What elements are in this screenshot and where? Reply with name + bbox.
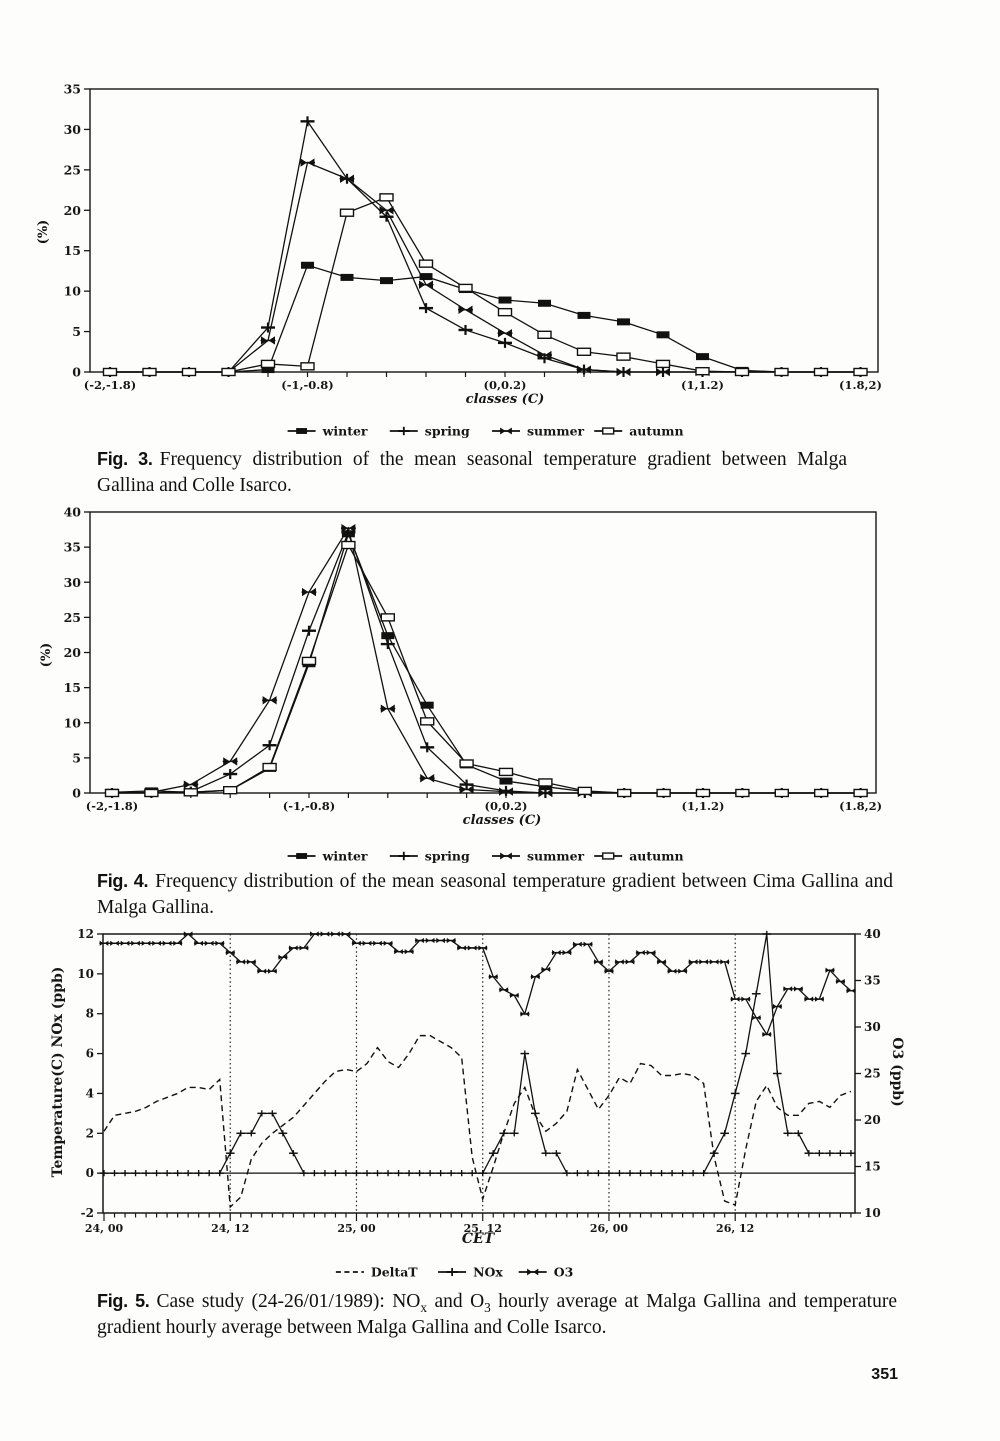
svg-text:25, 00: 25, 00 — [337, 1222, 376, 1235]
figure-5-legend: DeltaT NOx O3 — [335, 1264, 574, 1279]
svg-text:autumn: autumn — [629, 848, 683, 863]
figure-4-caption-label: Fig. 4. — [97, 871, 149, 891]
figure-3-caption: Fig. 3. Frequency distribution of the mea… — [97, 447, 847, 499]
svg-text:spring: spring — [425, 423, 470, 438]
svg-text:25: 25 — [864, 1067, 881, 1081]
svg-text:25: 25 — [64, 162, 81, 177]
svg-text:4: 4 — [86, 1086, 94, 1100]
figure-4-caption-text: Frequency distribution of the mean seaso… — [97, 871, 894, 918]
figure-4-caption: Fig. 4. Frequency distribution of the mea… — [97, 869, 893, 921]
svg-text:winter: winter — [322, 423, 368, 438]
svg-text:35: 35 — [864, 974, 881, 988]
figure-3-caption-label: Fig. 3. — [97, 449, 153, 469]
page-number: 351 — [871, 1366, 898, 1383]
svg-text:(%): (%) — [39, 643, 54, 668]
svg-text:24, 00: 24, 00 — [85, 1222, 124, 1235]
svg-text:spring: spring — [425, 848, 470, 863]
svg-text:10: 10 — [77, 967, 94, 981]
svg-text:(-1,-0.8): (-1,-0.8) — [283, 799, 335, 813]
svg-text:5: 5 — [72, 750, 81, 765]
svg-text:classes (C): classes (C) — [466, 392, 545, 407]
svg-text:40: 40 — [64, 505, 82, 520]
svg-text:O3 (ppb): O3 (ppb) — [889, 1037, 905, 1106]
svg-text:(-2,-1.8): (-2,-1.8) — [86, 799, 138, 813]
svg-text:0: 0 — [72, 365, 81, 380]
svg-text:(1.8,2): (1.8,2) — [839, 799, 882, 813]
svg-text:26, 12: 26, 12 — [716, 1222, 754, 1235]
svg-text:10: 10 — [64, 284, 82, 299]
svg-text:10: 10 — [64, 715, 82, 730]
svg-text:Temperature(C) NOx (ppb): Temperature(C) NOx (ppb) — [50, 967, 66, 1178]
svg-text:15: 15 — [64, 680, 81, 695]
figure-3-chart: 0 5 10 15 20 25 30 35 (-2,-1.8) (-1,-0.8) (0,0.2) (… — [36, 82, 882, 439]
svg-text:O3: O3 — [554, 1264, 574, 1279]
svg-text:NOx: NOx — [473, 1264, 503, 1279]
svg-text:20: 20 — [64, 203, 82, 218]
svg-text:(-1,-0.8): (-1,-0.8) — [281, 378, 333, 392]
figure-5-caption-label: Fig. 5. — [97, 1291, 150, 1311]
svg-text:summer: summer — [527, 848, 585, 863]
svg-text:35: 35 — [64, 540, 81, 555]
svg-text:(%): (%) — [36, 220, 51, 245]
svg-text:classes (C): classes (C) — [463, 813, 542, 828]
svg-text:0: 0 — [86, 1166, 94, 1180]
svg-text:0: 0 — [72, 786, 81, 801]
svg-text:40: 40 — [864, 927, 881, 941]
svg-text:20: 20 — [64, 645, 82, 660]
svg-text:CET: CET — [462, 1231, 496, 1247]
figure-5-caption-text: Case study (24-26/01/1989): NOx and O3 h… — [97, 1291, 897, 1338]
figure-4-chart: 0 5 10 15 20 25 30 35 40 (-2,-1.8) (-1,-0.8) (0,0.2… — [39, 505, 882, 864]
svg-text:2: 2 — [86, 1126, 94, 1140]
svg-text:15: 15 — [864, 1160, 881, 1174]
figure-3-caption-text: Frequency distribution of the mean seaso… — [97, 449, 847, 496]
svg-text:6: 6 — [86, 1047, 94, 1061]
svg-text:autumn: autumn — [629, 423, 683, 438]
svg-text:5: 5 — [72, 324, 81, 339]
figure-5-chart: -2 0 2 4 6 8 10 12 10 15 20 25 30 35 40 24, 00 24, 12 25,… — [50, 927, 905, 1279]
svg-text:10: 10 — [864, 1206, 881, 1220]
svg-text:15: 15 — [64, 243, 81, 258]
svg-text:30: 30 — [64, 575, 82, 590]
svg-text:35: 35 — [64, 82, 81, 97]
svg-text:DeltaT: DeltaT — [371, 1264, 418, 1279]
svg-text:(1.8,2): (1.8,2) — [839, 378, 882, 392]
svg-text:12: 12 — [77, 927, 94, 941]
svg-text:26, 00: 26, 00 — [590, 1222, 629, 1235]
svg-text:(0,0.2): (0,0.2) — [484, 378, 527, 392]
svg-text:30: 30 — [864, 1020, 881, 1034]
svg-text:25: 25 — [64, 610, 81, 625]
svg-text:24, 12: 24, 12 — [211, 1222, 249, 1235]
svg-text:(0,0.2): (0,0.2) — [485, 799, 528, 813]
figure-3-legend: winter spring summer autumn — [287, 423, 684, 438]
svg-text:(1,1.2): (1,1.2) — [682, 799, 725, 813]
svg-text:(-2,-1.8): (-2,-1.8) — [84, 378, 136, 392]
svg-text:8: 8 — [86, 1007, 94, 1021]
svg-text:(1,1.2): (1,1.2) — [681, 378, 724, 392]
figure-5-caption: Fig. 5. Case study (24-26/01/1989): NOx a… — [97, 1289, 897, 1341]
svg-text:summer: summer — [527, 423, 585, 438]
svg-text:-2: -2 — [81, 1206, 94, 1220]
svg-text:25, 12: 25, 12 — [464, 1222, 502, 1235]
svg-text:winter: winter — [322, 848, 368, 863]
svg-text:30: 30 — [64, 122, 82, 137]
figure-4-legend: winter spring summer autumn — [287, 848, 684, 863]
svg-text:20: 20 — [864, 1113, 881, 1127]
